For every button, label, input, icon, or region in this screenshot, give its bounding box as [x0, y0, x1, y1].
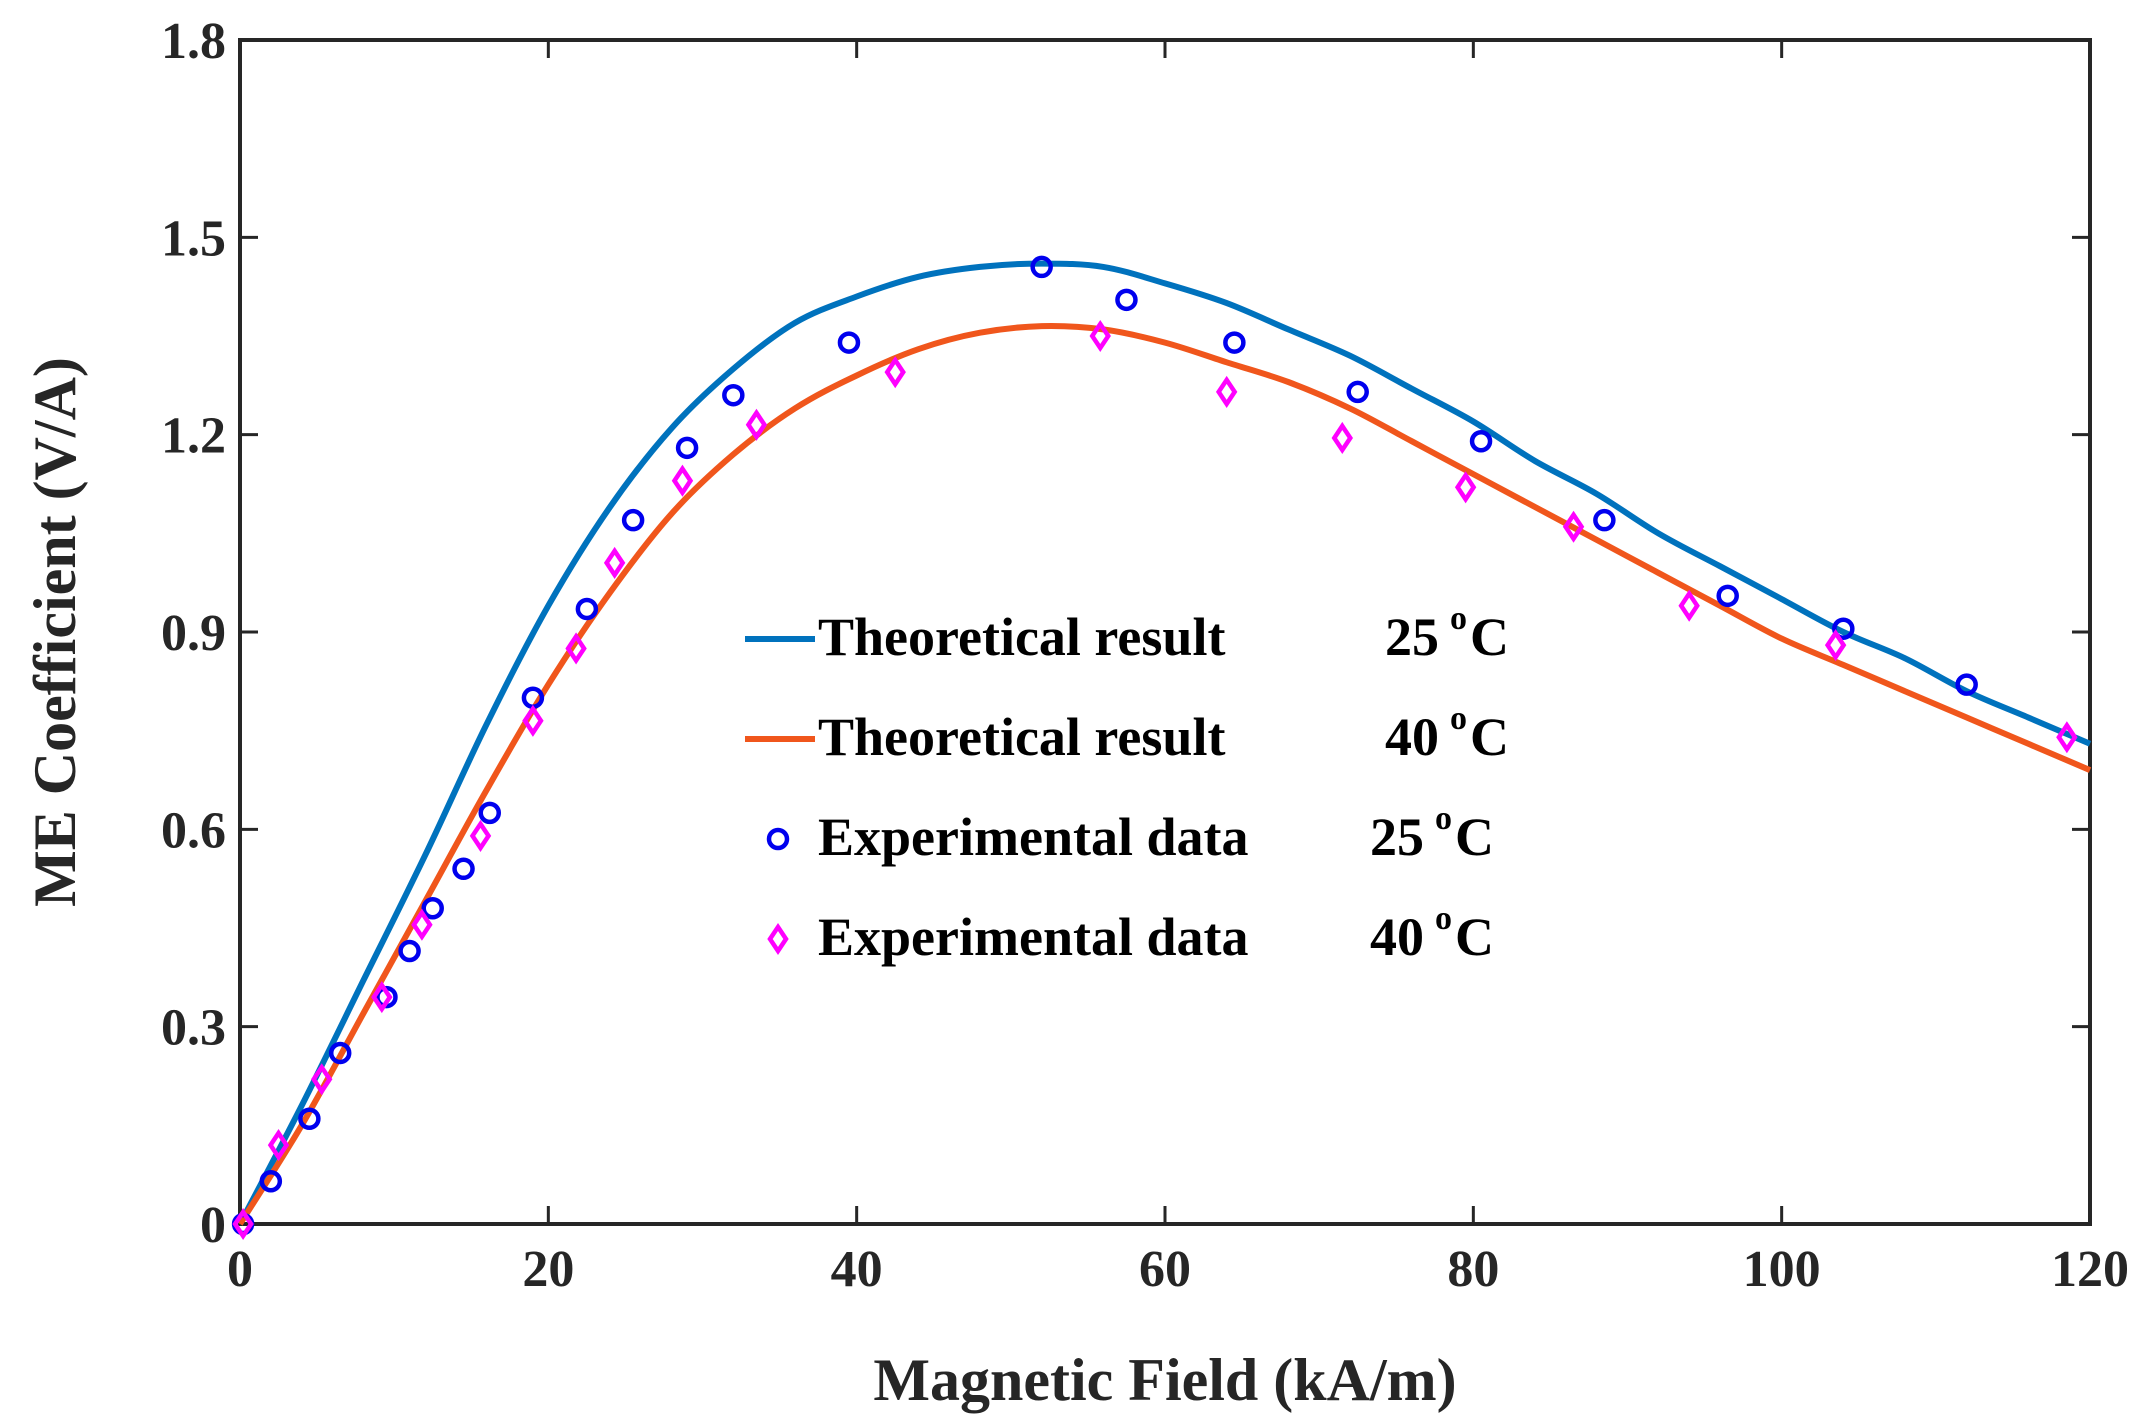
data-point-diamond	[1454, 471, 1477, 504]
data-point-diamond	[232, 1207, 254, 1241]
y-axis-label: ME Coefficient (V/A)	[22, 357, 88, 907]
x-tick-label: 0	[227, 1241, 253, 1298]
y-tick-label: 1.5	[161, 210, 226, 267]
data-point-diamond	[603, 546, 626, 579]
y-tick-label: 1.2	[161, 408, 226, 465]
plot-area	[238, 38, 2092, 1226]
data-point-diamond	[1331, 421, 1353, 455]
legend-label: Theoretical result	[818, 707, 1225, 767]
data-point-diamond	[469, 819, 492, 852]
legend-unit: C	[1470, 707, 1509, 767]
legend-temperature: 25	[1370, 807, 1424, 867]
y-tick-label: 0.6	[161, 802, 226, 859]
data-point-diamond	[1678, 589, 1700, 622]
data-point-circle	[421, 897, 444, 920]
y-tick-label: 1.8	[161, 13, 226, 70]
data-point-diamond	[1089, 319, 1111, 353]
data-point-diamond	[522, 704, 544, 737]
data-point-circle	[621, 508, 645, 532]
legend-degree-sup: o	[1435, 900, 1452, 937]
series-line-0	[237, 260, 2092, 1226]
x-axis-label: Magnetic Field (kA/m)	[873, 1347, 1456, 1413]
data-point-diamond	[267, 1129, 290, 1162]
data-point-diamond	[371, 981, 393, 1014]
legend-swatch-marker	[767, 922, 789, 956]
data-point-circle	[1955, 673, 1978, 696]
data-point-circle	[837, 331, 861, 354]
legend-temperature: 40	[1370, 907, 1424, 967]
data-point-diamond	[671, 464, 694, 497]
data-point-diamond	[884, 356, 906, 389]
x-tick-label: 120	[2051, 1241, 2129, 1298]
data-point-circle	[1223, 331, 1246, 354]
x-tick-label: 80	[1447, 1241, 1499, 1298]
data-point-diamond	[1562, 510, 1585, 543]
legend-swatch-marker	[766, 827, 790, 851]
y-tick-label: 0.9	[161, 605, 226, 662]
data-point-circle	[1115, 288, 1138, 312]
x-tick-label: 20	[522, 1241, 574, 1298]
legend-degree-sup: o	[1435, 800, 1452, 837]
data-point-circle	[452, 857, 475, 881]
data-point-circle	[1469, 429, 1493, 453]
data-point-diamond	[311, 1063, 333, 1096]
legend-unit: C	[1470, 607, 1509, 667]
data-point-circle	[328, 1041, 352, 1065]
data-point-diamond	[2056, 721, 2078, 754]
data-point-circle	[1716, 584, 1739, 608]
x-tick-label: 60	[1139, 1241, 1191, 1298]
legend-degree-sup: o	[1450, 700, 1467, 737]
series-markers	[231, 255, 2078, 1241]
data-point-circle	[1030, 255, 1053, 279]
data-point-circle	[259, 1169, 283, 1193]
data-point-circle	[478, 801, 501, 825]
legend-unit: C	[1455, 807, 1494, 867]
data-point-circle	[1832, 617, 1855, 640]
axis-ticks: 0 20 40 60 80 100 120 0 0.3 0.6 0.9 1.2 1.5 1.8	[161, 13, 2129, 1298]
x-tick-label: 100	[1743, 1241, 1821, 1298]
data-point-diamond	[411, 908, 433, 941]
data-point-circle	[1593, 508, 1616, 532]
y-tick-label: 0.3	[161, 1000, 226, 1057]
data-point-diamond	[1215, 375, 1238, 408]
y-tick-label: 0	[200, 1197, 226, 1254]
x-tick-label: 40	[831, 1241, 883, 1298]
data-point-circle	[675, 436, 699, 460]
legend-label: Theoretical result	[818, 607, 1225, 667]
legend-degree-sup: o	[1450, 600, 1467, 637]
legend-unit: C	[1455, 907, 1494, 967]
legend-temperature: 25	[1385, 607, 1439, 667]
series-line-1	[237, 322, 2092, 1226]
data-point-circle	[398, 939, 421, 963]
series-lines	[237, 260, 2092, 1226]
legend-temperature: 40	[1385, 707, 1439, 767]
data-point-circle	[575, 597, 599, 621]
data-point-circle	[722, 383, 745, 407]
data-point-diamond	[565, 632, 587, 665]
data-point-circle	[298, 1107, 321, 1131]
data-point-diamond	[1824, 629, 1847, 662]
data-point-circle	[1346, 380, 1369, 404]
legend-label: Experimental data	[818, 907, 1248, 967]
data-point-diamond	[745, 408, 768, 441]
legend-label: Experimental data	[818, 807, 1248, 867]
